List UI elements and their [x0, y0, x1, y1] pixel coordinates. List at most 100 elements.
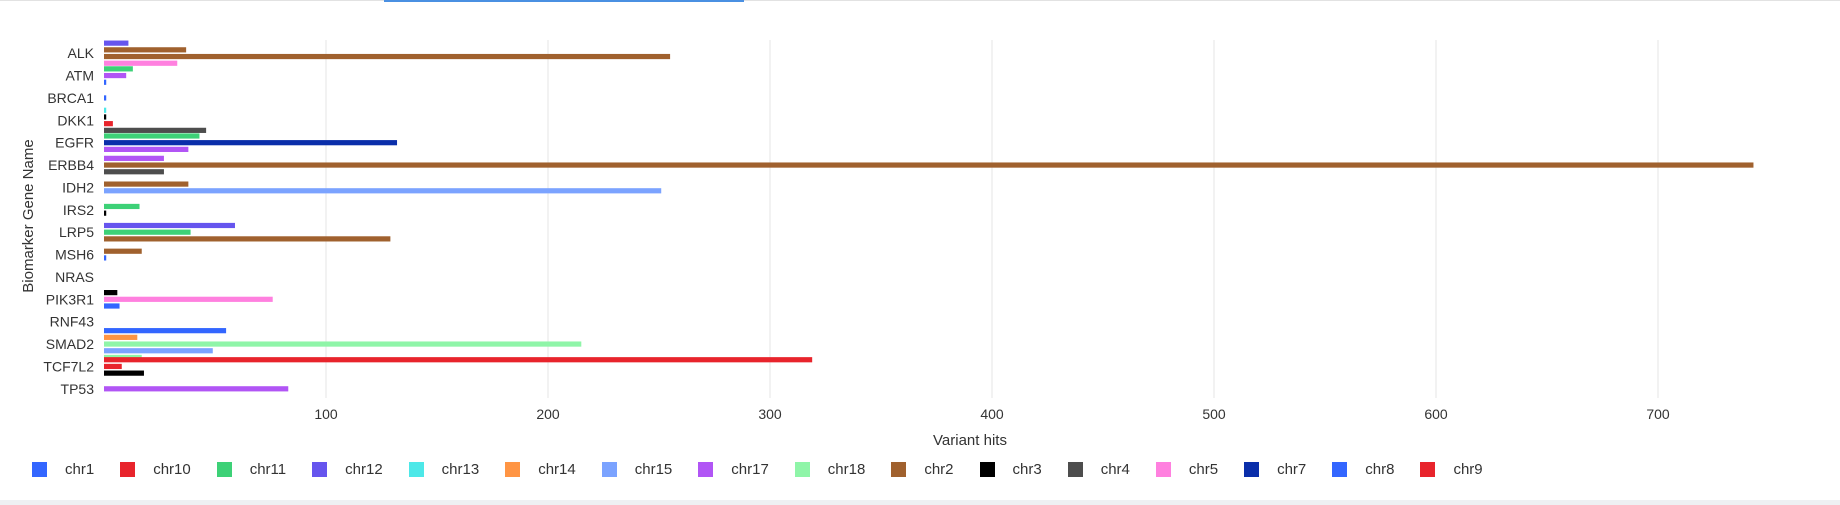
- x-tick-label: 100: [314, 406, 338, 422]
- bar-egfr-chr7[interactable]: [104, 140, 398, 146]
- y-tick-label: IRS2: [63, 202, 94, 218]
- y-tick-label: SMAD2: [46, 336, 94, 352]
- legend-item-chr3[interactable]: chr3: [979, 460, 1042, 478]
- bar-dkk1-chr3[interactable]: [104, 114, 107, 120]
- legend-item-chr1[interactable]: chr1: [32, 461, 94, 478]
- bar-smad2-chr15[interactable]: [104, 348, 213, 354]
- x-tick-label: 700: [1646, 406, 1670, 422]
- bar-lrp5-chr2[interactable]: [104, 236, 391, 242]
- legend-item-chr9[interactable]: chr9: [1420, 460, 1483, 478]
- bar-pik3r1-chr8[interactable]: [104, 303, 120, 309]
- legend-swatch: [601, 461, 617, 477]
- bar-alk-chr5[interactable]: [104, 60, 178, 66]
- bar-tcf7l2-chr3[interactable]: [104, 370, 144, 376]
- legend-swatch: [505, 461, 521, 477]
- active-tab-indicator: [384, 0, 744, 2]
- bar-pik3r1-chr5[interactable]: [104, 296, 273, 302]
- legend-item-chr18[interactable]: chr18: [794, 460, 866, 478]
- legend-label: chr11: [249, 460, 287, 478]
- bar-egfr-chr17[interactable]: [104, 146, 189, 152]
- x-tick-label: 200: [536, 406, 560, 422]
- bar-pik3r1-chr3[interactable]: [104, 290, 118, 296]
- legend-item-chr5[interactable]: chr5: [1155, 460, 1219, 478]
- bar-atm-chr11[interactable]: [104, 66, 133, 72]
- y-tick-label: DKK1: [57, 112, 94, 128]
- legend-swatch: [1155, 461, 1171, 477]
- legend-item-chr11[interactable]: chr11: [216, 460, 287, 478]
- legend-label: chr10: [153, 460, 191, 478]
- legend-item-chr7[interactable]: chr7: [1244, 461, 1306, 478]
- bar-atm-chr8[interactable]: [104, 79, 107, 85]
- legend-label: chr15: [634, 460, 673, 478]
- legend-label: chr12: [345, 460, 383, 478]
- gridlines: [325, 40, 1659, 398]
- bar-alk-chr2[interactable]: [104, 47, 187, 53]
- bar-egfr-chr11[interactable]: [104, 133, 200, 139]
- legend-swatch: [979, 461, 995, 477]
- bar-erbb4-chr2[interactable]: [104, 162, 1754, 168]
- bar-alk-chr2[interactable]: [104, 53, 671, 60]
- legend-item-chr14[interactable]: chr14: [505, 461, 576, 478]
- legend-swatch: [120, 461, 136, 477]
- bar-dkk1-chr13[interactable]: [104, 107, 107, 113]
- bar-dkk1-chr4[interactable]: [104, 127, 207, 133]
- bottom-border: [0, 500, 1840, 505]
- x-tick-label: 500: [1202, 406, 1226, 422]
- legend-swatch: [216, 461, 232, 477]
- bar-lrp5-chr12[interactable]: [104, 222, 235, 229]
- legend-label: chr8: [1365, 460, 1395, 478]
- y-tick-label: ERBB4: [48, 157, 94, 173]
- bar-dkk1-chr9[interactable]: [104, 121, 113, 127]
- bar-erbb4-chr17[interactable]: [104, 155, 164, 161]
- legend-item-chr4[interactable]: chr4: [1067, 460, 1130, 478]
- bar-irs2-chr3[interactable]: [104, 210, 107, 216]
- bar-msh6-chr8[interactable]: [104, 255, 107, 261]
- legend-item-chr17[interactable]: chr17: [698, 461, 769, 478]
- legend-swatch: [794, 461, 810, 477]
- bar-idh2-chr15[interactable]: [104, 188, 662, 194]
- legend-label: chr14: [538, 460, 576, 478]
- bar-erbb4-chr4[interactable]: [104, 169, 164, 175]
- legend-swatch: [891, 461, 907, 477]
- bar-irs2-chr11[interactable]: [104, 203, 140, 210]
- legend-label: chr3: [1012, 460, 1042, 478]
- y-tick-label: TCF7L2: [43, 358, 94, 374]
- legend-swatch: [408, 461, 424, 477]
- legend-label: chr7: [1277, 460, 1307, 478]
- bar-smad2-chr14[interactable]: [104, 334, 138, 340]
- y-tick-label: ALK: [68, 45, 95, 61]
- legend-item-chr2[interactable]: chr2: [891, 461, 954, 478]
- bar-msh6-chr2[interactable]: [104, 248, 142, 254]
- legend-label: chr18: [827, 460, 866, 478]
- y-tick-label: TP53: [61, 381, 95, 397]
- top-border: [0, 0, 1840, 1]
- y-tick-label: MSH6: [55, 247, 94, 263]
- x-tick-labels: 100 200 300 400 500 600 700: [314, 406, 1670, 422]
- bar-atm-chr17[interactable]: [104, 72, 127, 79]
- legend-item-chr10[interactable]: chr10: [120, 461, 191, 478]
- bar-idh2-chr2[interactable]: [104, 181, 189, 187]
- y-tick-label: NRAS: [55, 269, 94, 285]
- legend-label: chr9: [1453, 460, 1483, 478]
- legend-label: chr17: [731, 460, 769, 478]
- bar-smad2-chr1[interactable]: [104, 328, 227, 334]
- legend-item-chr13[interactable]: chr13: [408, 461, 479, 478]
- legend-label: chr5: [1188, 460, 1219, 478]
- x-axis-title: Variant hits: [933, 432, 1007, 449]
- y-tick-label: IDH2: [62, 179, 94, 195]
- legend-item-chr12[interactable]: chr12: [312, 461, 383, 478]
- bar-tcf7l2-chr10[interactable]: [104, 363, 122, 370]
- bar-brca1-chr8[interactable]: [104, 95, 107, 101]
- y-tick-labels: ALK ATM BRCA1 DKK1 EGFR ERBB4 IDH2 IRS2 LRP5 MSH6…: [43, 45, 94, 397]
- bar-lrp5-chr11[interactable]: [104, 229, 191, 235]
- bar-tcf7l2-chr9[interactable]: [104, 357, 813, 363]
- y-tick-label: ATM: [65, 68, 94, 84]
- bar-tp53-chr17[interactable]: [104, 386, 289, 392]
- legend-item-chr8[interactable]: chr8: [1332, 461, 1394, 478]
- y-tick-label: BRCA1: [47, 90, 94, 106]
- bar-smad2-chr18[interactable]: [104, 341, 582, 347]
- bar-alk-chr12[interactable]: [104, 40, 129, 46]
- legend-label: chr4: [1100, 460, 1130, 478]
- bars: [104, 40, 1754, 392]
- legend-item-chr15[interactable]: chr15: [601, 460, 673, 478]
